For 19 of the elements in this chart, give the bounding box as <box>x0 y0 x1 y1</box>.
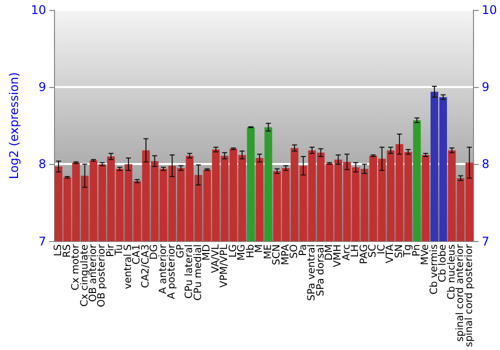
x-tick-label: A posterior <box>166 243 178 300</box>
y-tick-label: 9 <box>38 80 46 94</box>
x-tick-label: GP <box>175 244 186 258</box>
x-tick-label: Pa <box>298 244 309 256</box>
y-axis-title: Log2 (expression) <box>7 72 21 180</box>
y2-tick-label: 7 <box>482 234 490 248</box>
x-tick-label: DG <box>149 244 160 260</box>
y2-tick-label: 9 <box>482 80 490 94</box>
y-tick-label: 8 <box>38 157 46 172</box>
x-tick-label: RS <box>62 244 73 258</box>
y2-tick-label: 10 <box>482 3 498 17</box>
y-tick-label: 7 <box>38 234 46 248</box>
x-tick-label: spinal cord posterior <box>464 243 475 348</box>
x-tick-label: MVe <box>420 244 432 266</box>
x-tick-label: Cb lobe <box>438 244 449 282</box>
x-tick-label: OB posterior <box>96 243 108 308</box>
y-tick-label: 10 <box>30 3 46 17</box>
x-tick-label: Tg <box>402 244 414 258</box>
y2-tick-label: 8 <box>482 157 490 172</box>
